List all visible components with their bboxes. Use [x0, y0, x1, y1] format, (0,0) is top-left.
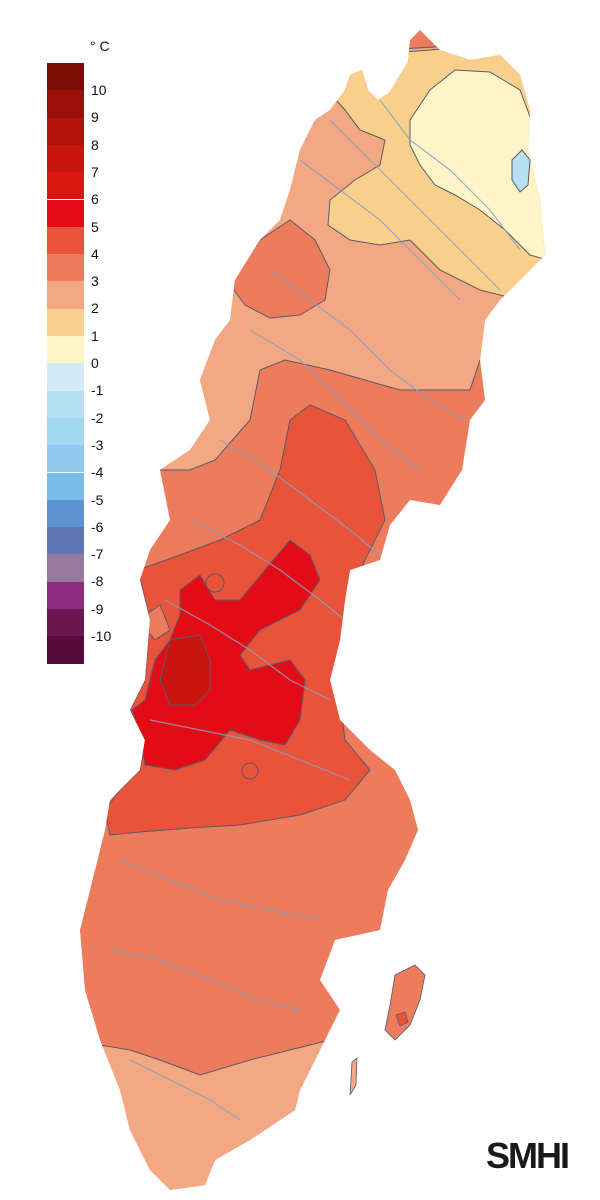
zone-gotland-4c: [395, 1011, 409, 1027]
legend-swatch: [47, 117, 84, 145]
legend-label: -1: [91, 382, 104, 399]
legend-label: -2: [91, 409, 104, 426]
legend-label: -6: [91, 518, 104, 535]
zone-northwest-3c: [229, 219, 331, 319]
legend-label: 10: [91, 82, 107, 98]
legend-swatch: [47, 90, 84, 118]
legend-label: 1: [91, 327, 99, 344]
legend-swatch: [47, 527, 84, 555]
legend-label: 3: [91, 273, 99, 290]
legend-swatch: [47, 499, 84, 528]
legend-label: 7: [91, 163, 99, 180]
legend-swatch: [47, 390, 84, 418]
rivers: [109, 99, 521, 1121]
legend-label: -3: [91, 436, 104, 453]
smhi-logo: SMHI: [486, 1135, 570, 1174]
legend-swatch: [47, 63, 84, 91]
legend-swatch: [47, 281, 84, 309]
island-oland: [349, 1057, 358, 1096]
legend-swatch: [47, 417, 84, 446]
legend-label: 0: [91, 355, 99, 371]
legend-label: 2: [91, 300, 99, 317]
legend-swatch: [47, 172, 84, 200]
legend-swatch: [47, 144, 84, 173]
zone-north-0c: [409, 69, 545, 261]
legend-label: -10: [91, 628, 112, 644]
legend-swatch: [47, 554, 84, 582]
legend-label: 5: [91, 218, 99, 235]
svg-text:SMHI: SMHI: [486, 1135, 568, 1174]
legend-label: -5: [91, 491, 104, 508]
legend-label: 4: [91, 245, 99, 262]
legend-label: 6: [91, 191, 99, 208]
temperature-legend: ° C 10 9 8 7 6 5 4 3 2 1 0 -1 -2 -3 -4 -5 -6 -7 -8 -9 -10: [0, 0, 140, 700]
island-gotland: [384, 964, 426, 1041]
legend-swatch: [47, 609, 84, 637]
legend-swatch: [47, 226, 84, 255]
legend-label: -8: [91, 573, 104, 590]
legend-label: 8: [91, 136, 99, 153]
legend-swatch: [47, 336, 84, 364]
zone-island-4c-south: [241, 762, 259, 780]
legend-swatch: [47, 308, 84, 336]
legend-swatch: [47, 254, 84, 282]
zone-island-4c: [205, 573, 225, 593]
zone-peak-6c: [159, 634, 211, 706]
legend-swatch: [47, 581, 84, 609]
legend-swatch: [47, 445, 84, 473]
legend-unit: ° C: [90, 38, 110, 54]
zone-west-3c: [137, 604, 171, 641]
legend-label: -4: [91, 464, 104, 481]
legend-swatch: [47, 363, 84, 391]
zone-lake-minus1c: [511, 149, 531, 193]
legend-swatch: [47, 199, 84, 227]
legend-label: 9: [91, 109, 99, 126]
legend-label: -9: [91, 600, 104, 617]
legend-label: -7: [91, 546, 104, 563]
legend-swatch: [47, 636, 84, 664]
legend-swatch: [47, 472, 84, 500]
zone-core-5c: [131, 539, 321, 771]
